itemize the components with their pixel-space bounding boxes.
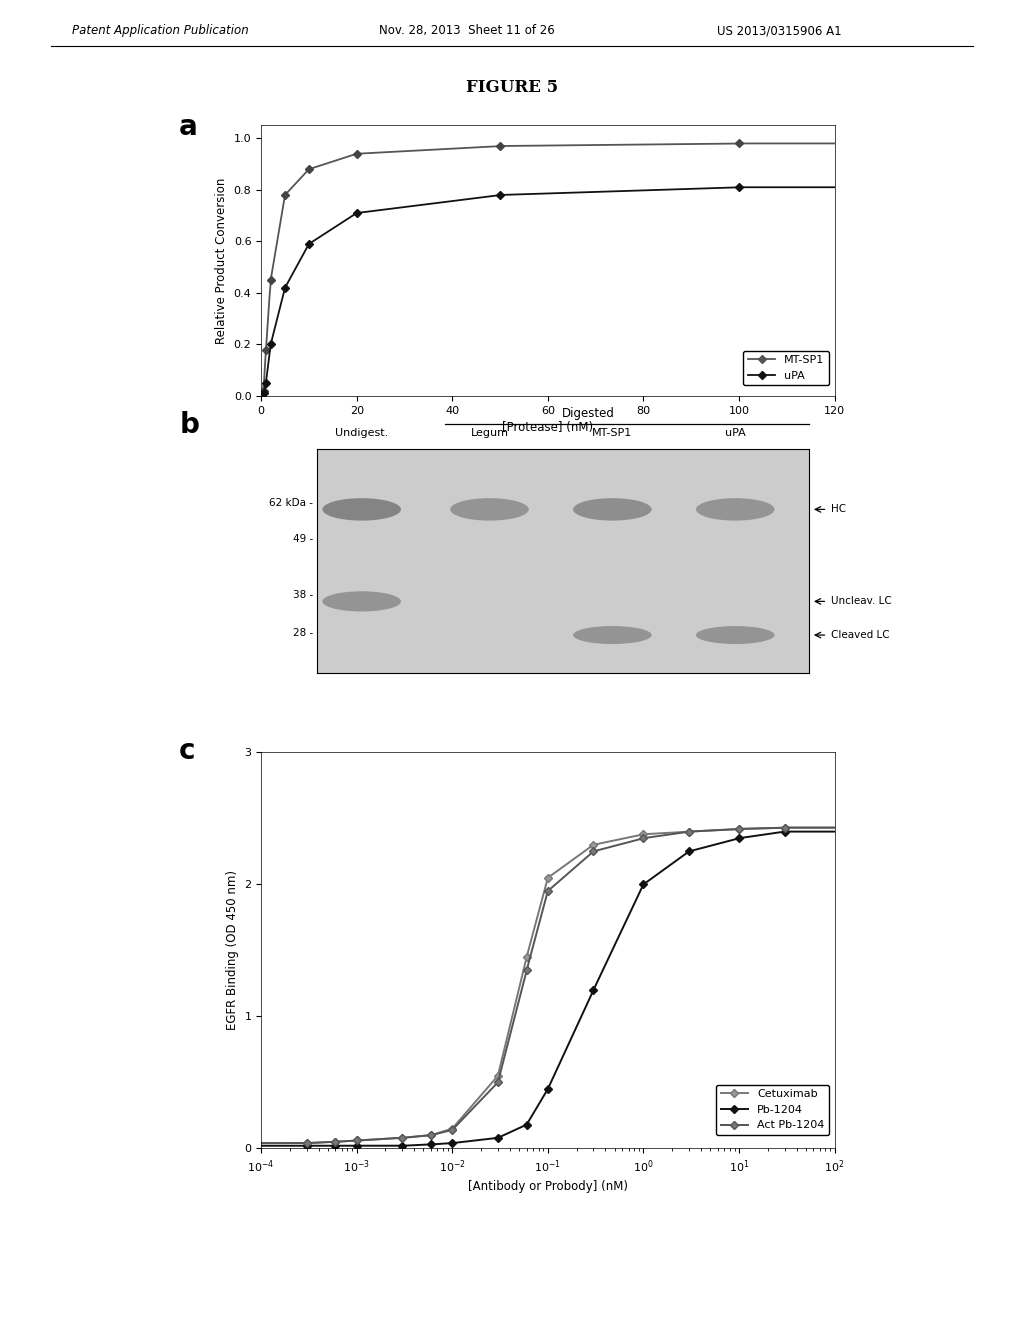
Ellipse shape <box>696 626 774 644</box>
Text: MT-SP1: MT-SP1 <box>592 428 633 438</box>
Ellipse shape <box>323 591 401 611</box>
Text: c: c <box>179 737 196 766</box>
Text: FIGURE 5: FIGURE 5 <box>466 79 558 96</box>
Y-axis label: EGFR Binding (OD 450 nm): EGFR Binding (OD 450 nm) <box>225 870 239 1031</box>
Text: uPA: uPA <box>725 428 745 438</box>
Ellipse shape <box>573 498 651 520</box>
Ellipse shape <box>323 498 401 520</box>
Text: 38 -: 38 - <box>293 590 313 599</box>
Text: Undigest.: Undigest. <box>335 428 388 438</box>
Text: Legum: Legum <box>470 428 509 438</box>
X-axis label: [Protease] (nM): [Protease] (nM) <box>503 421 593 434</box>
Legend: MT-SP1, uPA: MT-SP1, uPA <box>743 351 829 385</box>
Ellipse shape <box>451 498 528 520</box>
Y-axis label: Relative Product Conversion: Relative Product Conversion <box>215 177 228 345</box>
Text: Uncleav. LC: Uncleav. LC <box>831 597 892 606</box>
Legend: Cetuximab, Pb-1204, Act Pb-1204: Cetuximab, Pb-1204, Act Pb-1204 <box>716 1085 829 1135</box>
Text: Patent Application Publication: Patent Application Publication <box>72 24 249 37</box>
Ellipse shape <box>573 626 651 644</box>
Text: Cleaved LC: Cleaved LC <box>831 630 890 640</box>
Text: b: b <box>179 411 199 440</box>
X-axis label: [Antibody or Probody] (nM): [Antibody or Probody] (nM) <box>468 1180 628 1193</box>
Text: HC: HC <box>831 504 847 515</box>
Text: 49 -: 49 - <box>293 533 313 544</box>
Text: 28 -: 28 - <box>293 628 313 638</box>
Text: 62 kDa -: 62 kDa - <box>269 498 313 508</box>
Text: Digested: Digested <box>562 407 615 420</box>
Text: Nov. 28, 2013  Sheet 11 of 26: Nov. 28, 2013 Sheet 11 of 26 <box>379 24 555 37</box>
Ellipse shape <box>696 498 774 520</box>
Text: US 2013/0315906 A1: US 2013/0315906 A1 <box>717 24 842 37</box>
Text: a: a <box>179 112 198 141</box>
